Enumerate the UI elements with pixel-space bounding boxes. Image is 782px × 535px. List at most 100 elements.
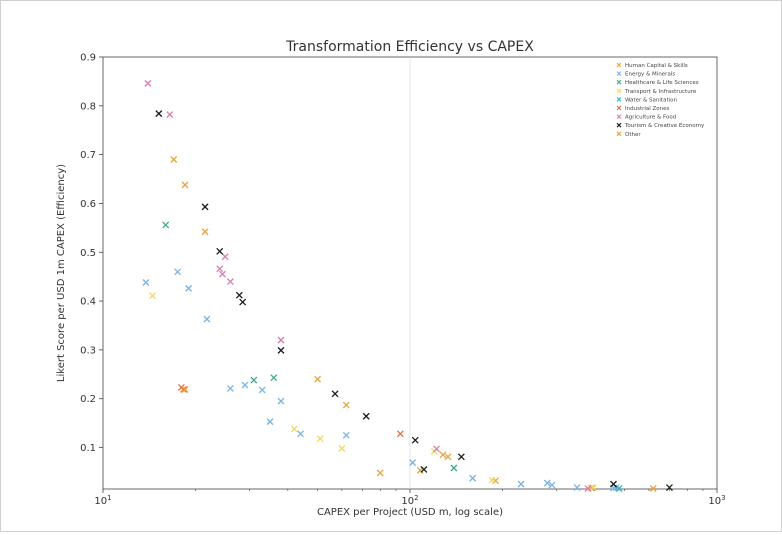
point-human-capital-skills: [444, 453, 452, 461]
legend-label-healthcare-life-sciences: Healthcare & Life Sciences: [625, 80, 699, 86]
point-agriculture-food: [166, 111, 174, 119]
x-tick-label: 102: [401, 494, 418, 507]
point-healthcare-life-sciences: [270, 374, 278, 382]
y-tick-label: 0.8: [80, 101, 96, 112]
point-agriculture-food: [226, 278, 234, 286]
x-tick-label: 103: [708, 494, 725, 507]
legend-marker-healthcare-life-sciences: [616, 79, 622, 85]
legend-label-transport-infrastructure: Transport & Infrastructure: [624, 89, 697, 95]
point-healthcare-life-sciences: [450, 464, 458, 472]
point-energy-minerals: [297, 430, 304, 438]
point-energy-minerals: [342, 431, 350, 439]
y-tick-label: 0.4: [80, 297, 96, 308]
point-tourism-creative-economy: [201, 203, 209, 211]
y-axis-label: Likert Score per USD 1m CAPEX (Efficienc…: [56, 164, 67, 382]
point-agriculture-food: [433, 445, 440, 453]
legend-marker-transport-infrastructure: [616, 88, 622, 94]
y-tick-label: 0.7: [80, 150, 96, 161]
legend-marker-industrial-zones: [616, 105, 622, 111]
legend-marker-energy-minerals: [616, 71, 622, 76]
legend-marker-human-capital-skills: [616, 62, 622, 68]
point-tourism-creative-economy: [331, 390, 339, 398]
legend-label-energy-minerals: Energy & Minerals: [625, 72, 675, 78]
point-energy-minerals: [203, 315, 211, 323]
legend-marker-water-sanitation: [616, 97, 622, 102]
point-other: [649, 485, 657, 492]
point-human-capital-skills: [181, 181, 189, 189]
point-energy-minerals: [174, 268, 182, 276]
point-tourism-creative-economy: [216, 247, 224, 255]
point-transport-infrastructure: [589, 484, 597, 491]
point-tourism-creative-economy: [411, 436, 419, 444]
legend-marker-other: [616, 131, 622, 137]
point-energy-minerals: [543, 479, 551, 487]
point-tourism-creative-economy: [362, 412, 370, 420]
point-tourism-creative-economy: [610, 480, 617, 488]
legend-label-other: Other: [625, 132, 641, 138]
point-energy-minerals: [226, 384, 234, 392]
y-tick-label: 0.9: [80, 53, 96, 64]
point-energy-minerals: [573, 484, 581, 491]
point-energy-minerals: [409, 459, 417, 467]
point-agriculture-food: [219, 270, 226, 278]
legend-label-human-capital-skills: Human Capital & Skills: [625, 63, 688, 69]
x-axis-label: CAPEX per Project (USD m, log scale): [317, 507, 503, 518]
point-energy-minerals: [241, 381, 249, 389]
point-transport-infrastructure: [338, 445, 346, 452]
point-human-capital-skills: [342, 401, 350, 409]
point-healthcare-life-sciences: [162, 221, 170, 229]
point-transport-infrastructure: [149, 292, 156, 300]
point-transport-infrastructure: [316, 435, 324, 443]
point-human-capital-skills: [201, 228, 209, 236]
point-agriculture-food: [221, 253, 229, 261]
point-healthcare-life-sciences: [250, 376, 258, 384]
point-tourism-creative-economy: [239, 298, 247, 306]
point-human-capital-skills: [439, 451, 447, 459]
point-tourism-creative-economy: [155, 110, 163, 118]
point-agriculture-food: [584, 485, 592, 492]
point-tourism-creative-economy: [235, 291, 243, 299]
legend-label-agriculture-food: Agriculture & Food: [625, 115, 676, 121]
chart-title: Transformation Efficiency vs CAPEX: [285, 39, 534, 55]
point-energy-minerals: [258, 386, 266, 394]
y-tick-label: 0.1: [80, 443, 96, 454]
y-tick-label: 0.6: [80, 199, 96, 210]
legend-label-tourism-creative-economy: Tourism & Creative Economy: [624, 123, 705, 129]
tick-layer: 101 102 103 0.1 0.2 0.3 0.4 0.5 0.6 0.7 0.8 0.9: [80, 53, 726, 508]
y-tick-label: 0.5: [80, 248, 96, 259]
legend-label-industrial-zones: Industrial Zones: [625, 106, 670, 112]
legend-marker-tourism-creative-economy: [616, 122, 622, 128]
point-energy-minerals: [266, 418, 274, 426]
point-energy-minerals: [517, 480, 525, 488]
point-water-sanitation: [615, 485, 623, 492]
legend-marker-agriculture-food: [616, 114, 622, 119]
point-agriculture-food: [216, 265, 224, 273]
point-energy-minerals: [277, 397, 285, 405]
point-transport-infrastructure: [290, 425, 298, 433]
point-energy-minerals: [469, 474, 477, 482]
point-tourism-creative-economy: [420, 466, 428, 473]
point-transport-infrastructure: [488, 476, 496, 484]
point-energy-minerals: [185, 284, 193, 292]
point-agriculture-food: [144, 79, 152, 87]
point-human-capital-skills: [314, 375, 322, 383]
point-tourism-creative-economy: [457, 453, 465, 461]
point-tourism-creative-economy: [665, 484, 673, 491]
point-energy-minerals: [548, 481, 556, 489]
y-tick-label: 0.2: [80, 394, 96, 405]
point-industrial-zones: [180, 385, 188, 393]
x-tick-label: 101: [94, 494, 111, 507]
point-layer: [142, 79, 673, 492]
legend: Human Capital & Skills Energy & Minerals H…: [616, 62, 705, 138]
point-tourism-creative-economy: [277, 346, 285, 354]
point-agriculture-food: [277, 336, 285, 344]
point-energy-minerals: [142, 279, 150, 286]
point-human-capital-skills: [376, 469, 384, 477]
legend-label-water-sanitation: Water & Sanitation: [625, 97, 677, 103]
y-tick-label: 0.3: [80, 345, 96, 356]
point-industrial-zones: [396, 430, 404, 438]
point-other: [181, 385, 189, 393]
point-human-capital-skills: [170, 156, 178, 163]
